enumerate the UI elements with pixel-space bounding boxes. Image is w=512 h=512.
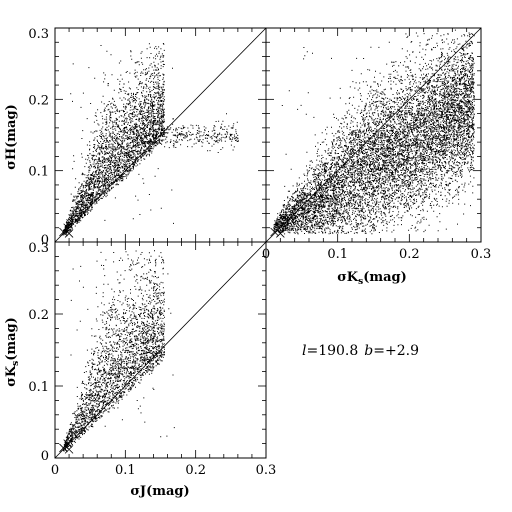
b-symbol: b bbox=[364, 343, 373, 359]
y-tick-label: 0 bbox=[41, 233, 49, 248]
x-axis-title-sigma-ks: σKs(mag) bbox=[337, 270, 407, 287]
x-tick-label: 0.2 bbox=[185, 463, 206, 478]
y-axis-title-sigma-ks-main: σK bbox=[4, 365, 19, 387]
y-axis-title-sigma-ks: σKs(mag) bbox=[4, 317, 21, 387]
scatter-markers bbox=[62, 250, 175, 452]
equality-line bbox=[54, 27, 267, 243]
x-axis-title-sigma-ks-main: σK bbox=[337, 270, 359, 285]
scatter-markers bbox=[62, 43, 239, 236]
panel-frame bbox=[265, 27, 482, 243]
scatter-markers bbox=[273, 29, 475, 235]
l-value: =190.8 bbox=[306, 343, 358, 359]
l-symbol: l bbox=[302, 343, 306, 359]
equality-line bbox=[54, 241, 267, 459]
tick-labels: 0 0.1 0.2 0.3 bbox=[28, 27, 49, 248]
y-tick-label: 0.2 bbox=[28, 93, 49, 108]
x-axis-title-sigma-ks-sub: s bbox=[358, 277, 363, 287]
panel-sigma-h-vs-sigma-ks: 0 0.1 0.2 0.3 bbox=[262, 27, 491, 262]
x-tick-label: 0 bbox=[51, 463, 59, 478]
y-axis-title-sigma-ks-unit: (mag) bbox=[4, 317, 19, 361]
origin-cross-marker bbox=[63, 223, 72, 233]
y-axis-title-sigma-h: σH(mag) bbox=[4, 104, 19, 169]
panel-frame bbox=[54, 241, 267, 459]
x-tick-label: 0.3 bbox=[256, 463, 277, 478]
panel-sigma-h-vs-sigma-j: 0 0.1 0.2 0.3 bbox=[28, 27, 267, 248]
y-tick-label: 0.2 bbox=[28, 308, 49, 323]
x-axis-title-sigma-ks-unit: (mag) bbox=[363, 270, 407, 285]
equality-line bbox=[265, 27, 482, 243]
scatter-points-sigma-ks bbox=[59, 250, 175, 454]
origin-cross-marker bbox=[274, 223, 284, 233]
y-tick-label: 0.1 bbox=[28, 165, 49, 180]
galactic-coordinates-annotation: l=190.8 b=+2.9 bbox=[302, 343, 419, 359]
b-value: =+2.9 bbox=[373, 343, 419, 359]
x-tick-label: 0.1 bbox=[327, 247, 348, 262]
y-tick-label: 0.3 bbox=[28, 241, 49, 256]
panel-sigma-ks-vs-sigma-j: 0 0.1 0.2 0.3 0 0.1 0.2 0.3 bbox=[28, 241, 276, 478]
x-axis-title-sigma-j: σJ(mag) bbox=[130, 484, 189, 499]
y-tick-label: 0.3 bbox=[28, 27, 49, 42]
x-tick-label: 0.2 bbox=[399, 247, 420, 262]
scatter-points-sigma-h bbox=[59, 43, 239, 238]
y-tick-label: 0.1 bbox=[28, 380, 49, 395]
x-tick-label: 0.1 bbox=[115, 463, 136, 478]
tick-labels: 0 0.1 0.2 0.3 0 0.1 0.2 0.3 bbox=[28, 241, 276, 478]
x-tick-label: 0.3 bbox=[471, 247, 492, 262]
tick-marks bbox=[54, 241, 267, 459]
y-tick-label: 0 bbox=[41, 449, 49, 464]
origin-cross-marker bbox=[63, 439, 72, 448]
scatter-points-sigma-ks-h bbox=[270, 29, 475, 238]
tick-marks bbox=[265, 27, 482, 243]
y-axis-title-sigma-ks-sub: s bbox=[11, 361, 21, 366]
